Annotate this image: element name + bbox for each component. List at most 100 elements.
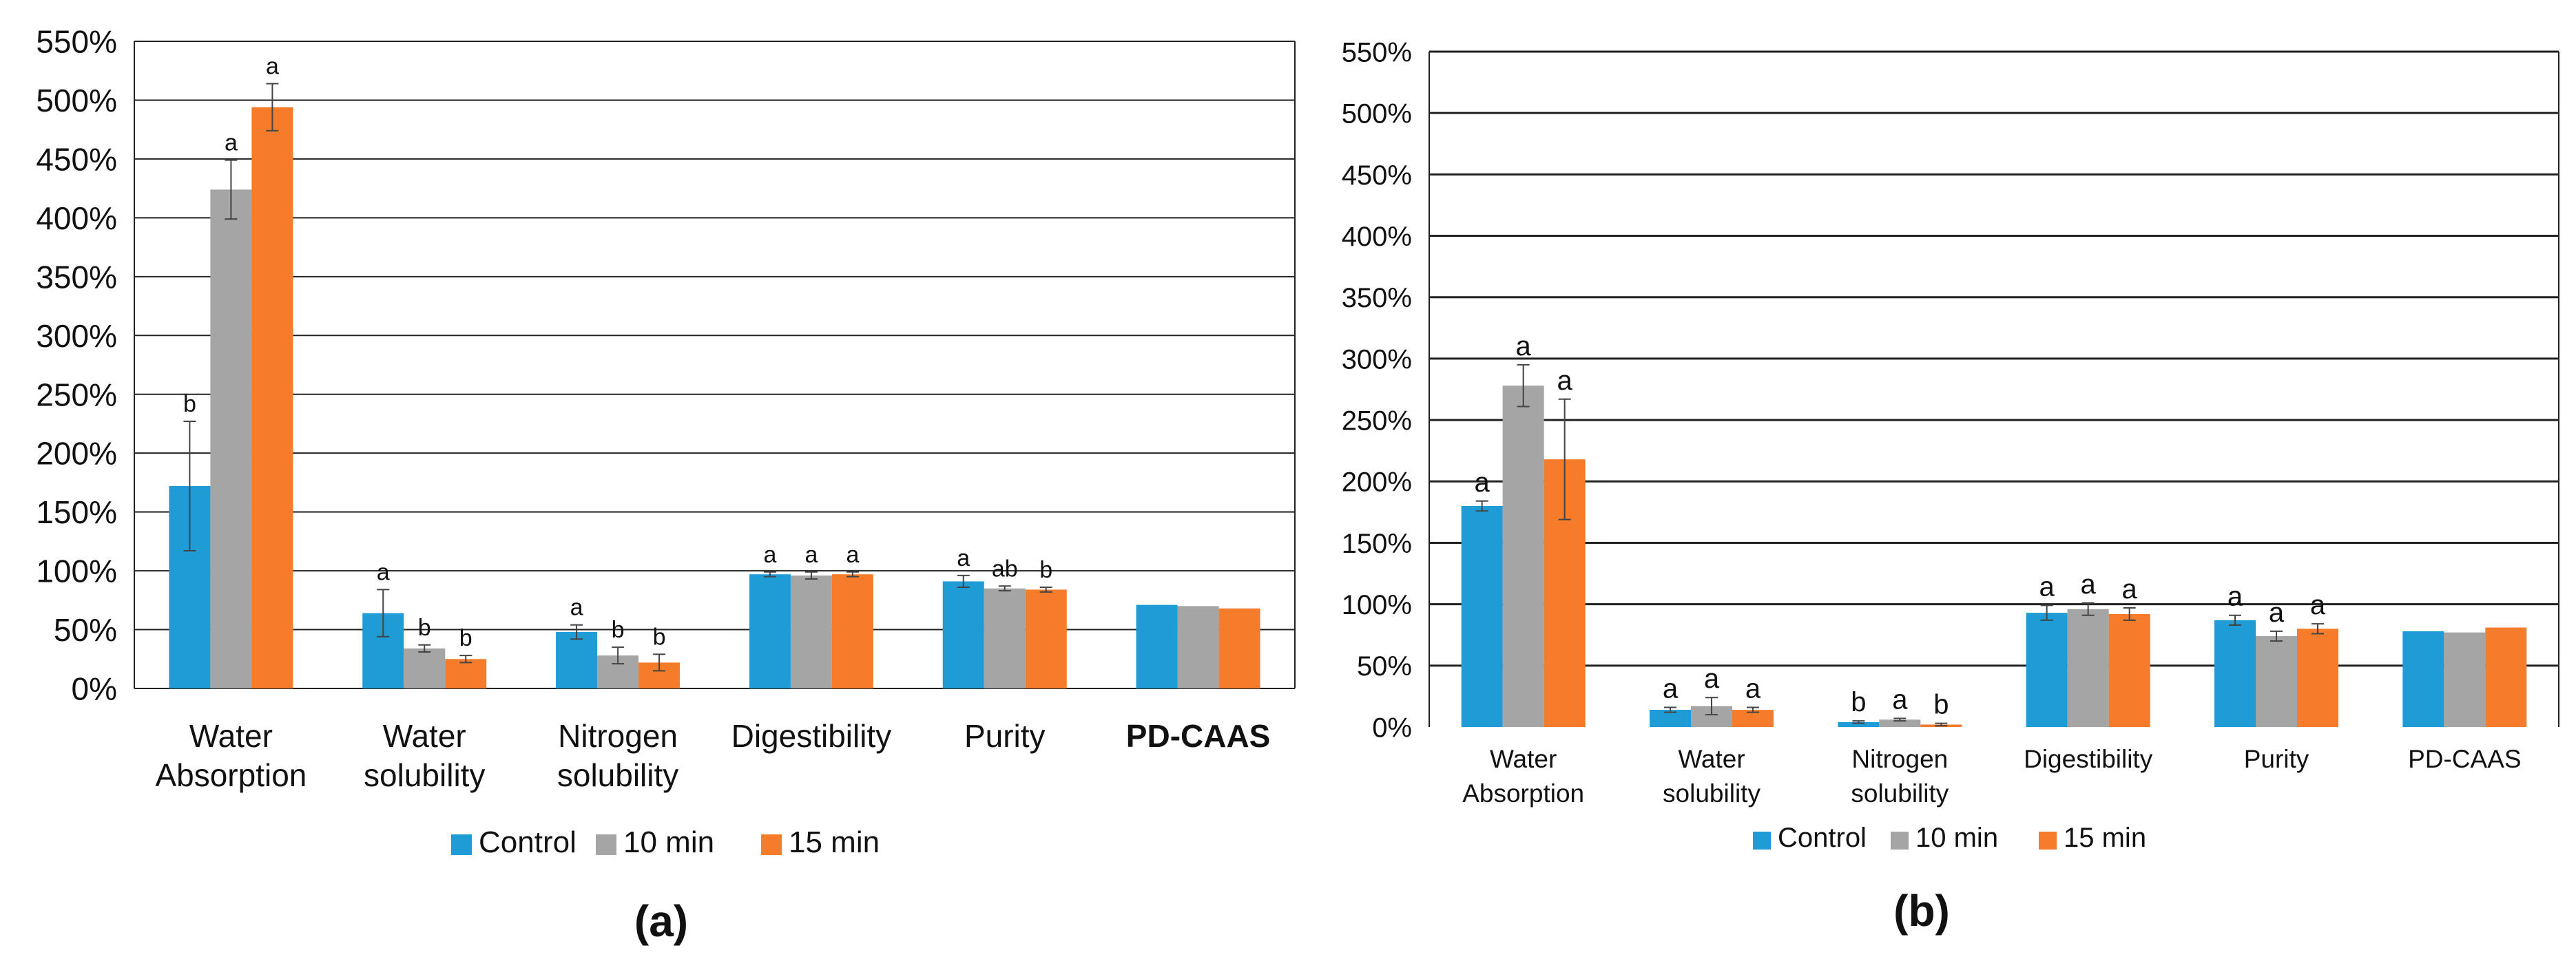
- y-tick-label: 50%: [1357, 651, 1412, 682]
- y-tick-label: 0%: [1372, 713, 1412, 743]
- legend-label: 10 min: [623, 825, 714, 859]
- significance-letter: a: [2122, 574, 2138, 604]
- y-tick-label: 150%: [1342, 529, 1412, 559]
- x-category-label: PD-CAAS: [2408, 745, 2521, 773]
- x-category-label: Absorption: [1462, 779, 1584, 808]
- significance-letter: a: [1704, 664, 1720, 694]
- bar-15-min: [445, 659, 487, 688]
- legend-swatch: [2039, 832, 2057, 850]
- y-tick-label: 300%: [1342, 344, 1412, 375]
- y-tick-label: 550%: [36, 24, 117, 60]
- x-category-label: Water: [383, 718, 466, 754]
- bar-control: [1136, 604, 1178, 688]
- y-tick-label: 350%: [36, 259, 117, 295]
- bar-10-min: [790, 575, 832, 688]
- y-tick-label: 350%: [1342, 283, 1412, 313]
- x-category-label: Purity: [964, 718, 1046, 754]
- x-category-label: PD-CAAS: [1126, 718, 1271, 754]
- bar-10-min: [1502, 386, 1544, 727]
- y-tick-label: 50%: [54, 612, 117, 648]
- significance-letter: a: [2310, 590, 2326, 620]
- y-tick-label: 250%: [1342, 405, 1412, 436]
- bar-control: [942, 581, 984, 688]
- significance-letter: a: [225, 130, 238, 156]
- bar-15-min: [2485, 627, 2527, 727]
- legend-label: 10 min: [1915, 823, 1998, 853]
- bar-control: [1461, 505, 1503, 727]
- y-tick-label: 500%: [36, 83, 117, 118]
- significance-letter: a: [763, 542, 776, 568]
- legend-label: 15 min: [2064, 823, 2146, 853]
- y-tick-label: 200%: [1342, 467, 1412, 498]
- significance-letter: a: [1892, 685, 1908, 715]
- significance-letter: b: [459, 625, 472, 651]
- y-tick-label: 100%: [36, 554, 117, 589]
- x-category-label: Purity: [2244, 745, 2309, 773]
- legend-label: 15 min: [789, 825, 880, 859]
- bar-control: [749, 574, 791, 688]
- significance-letter: b: [183, 391, 196, 417]
- chart-panel-b: 0% 50% 100% 150% 200% 250% 300% 350% 400% 450% 500…: [1342, 37, 2559, 936]
- y-tick-label: 300%: [36, 318, 117, 354]
- bar-15-min: [831, 574, 873, 688]
- bar-control: [556, 631, 598, 688]
- y-tick-label: 400%: [1342, 222, 1412, 252]
- significance-letter: a: [846, 542, 859, 568]
- significance-letter: a: [2269, 598, 2285, 628]
- bar-15-min: [2297, 629, 2338, 727]
- y-tick-label: 0%: [72, 671, 117, 707]
- significance-letter: a: [1475, 467, 1490, 498]
- x-category-label: solubility: [364, 757, 485, 793]
- significance-letter: b: [653, 624, 666, 650]
- significance-letter: b: [1933, 690, 1949, 720]
- significance-letter: a: [570, 595, 583, 621]
- bar-control: [1838, 721, 1880, 727]
- bar-10-min: [984, 588, 1026, 688]
- x-category-label: solubility: [557, 757, 678, 793]
- y-tick-label: 450%: [36, 141, 117, 177]
- x-category-label: Nitrogen: [558, 718, 678, 754]
- bar-10-min: [2256, 636, 2297, 727]
- legend-swatch: [1891, 832, 1909, 850]
- x-category-label: Water: [1678, 745, 1745, 773]
- significance-letter: b: [612, 617, 625, 643]
- x-category-label: Water: [1490, 745, 1557, 773]
- bar-10-min: [2444, 632, 2486, 727]
- significance-letter: ab: [992, 556, 1018, 582]
- legend-label: Control: [1778, 823, 1867, 853]
- bar-10-min: [210, 189, 252, 688]
- significance-letter: a: [377, 559, 390, 585]
- significance-letter: a: [1663, 673, 1679, 704]
- significance-letter: a: [2039, 571, 2055, 602]
- bar-control: [2402, 631, 2444, 727]
- y-tick-label: 250%: [36, 377, 117, 412]
- chart-panel-a: 0% 50% 100% 150% 200% 250% 300% 350% 400% 450% 500…: [36, 24, 1296, 946]
- x-category-label: Nitrogen: [1851, 745, 1948, 773]
- significance-letter: a: [2081, 569, 2097, 600]
- significance-letter: b: [418, 615, 431, 641]
- bar-15-min: [2108, 613, 2150, 727]
- y-tick-label: 100%: [1342, 590, 1412, 620]
- legend-label: Control: [479, 825, 577, 859]
- x-category-label: solubility: [1851, 779, 1949, 808]
- bar-10-min: [1879, 719, 1921, 727]
- y-tick-label: 450%: [1342, 160, 1412, 191]
- significance-letter: a: [957, 545, 970, 571]
- significance-letter: b: [1851, 687, 1866, 717]
- x-category-label: Water: [189, 718, 273, 754]
- legend-swatch: [596, 834, 616, 855]
- x-category-label: Absorption: [155, 757, 307, 793]
- bar-10-min: [1177, 606, 1219, 688]
- significance-letter: b: [1039, 557, 1052, 583]
- significance-letter: a: [804, 542, 818, 568]
- significance-letter: a: [2227, 582, 2243, 612]
- bar-15-min: [1218, 608, 1260, 688]
- x-category-label: solubility: [1663, 779, 1760, 808]
- legend-swatch: [761, 834, 782, 855]
- bar-15-min: [1025, 589, 1067, 688]
- x-category-label: Digestibility: [731, 718, 892, 754]
- significance-letter: a: [1516, 331, 1532, 361]
- y-tick-label: 400%: [36, 200, 117, 236]
- bar-10-min: [2067, 609, 2109, 727]
